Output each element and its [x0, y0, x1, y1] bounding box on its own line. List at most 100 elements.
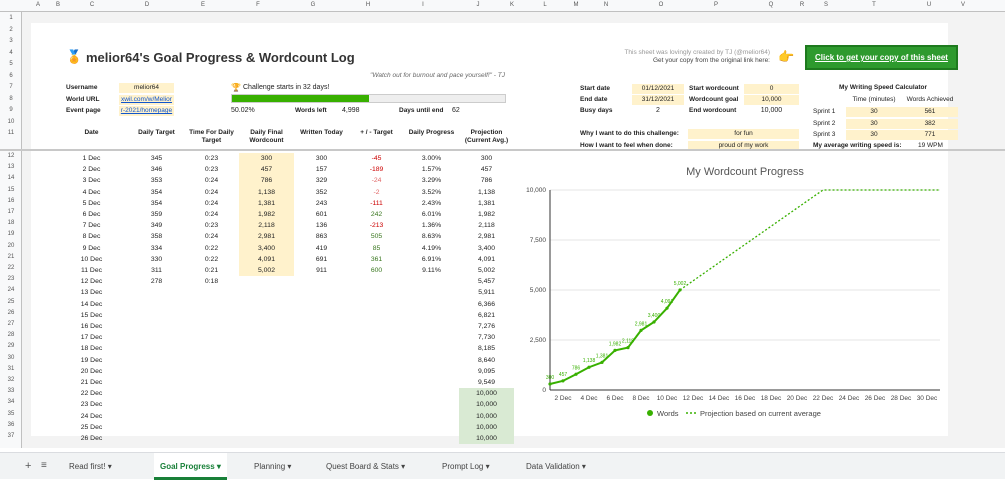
- column-header[interactable]: E: [200, 2, 205, 8]
- table-cell[interactable]: 1,138: [239, 186, 294, 198]
- table-cell[interactable]: -2: [373, 188, 380, 196]
- table-cell[interactable]: 1,138: [477, 188, 495, 196]
- column-header[interactable]: K: [509, 2, 514, 8]
- table-cell[interactable]: 10 Dec: [80, 255, 103, 263]
- row-header[interactable]: 17: [7, 209, 15, 215]
- table-cell[interactable]: 0:24: [204, 188, 219, 196]
- table-cell[interactable]: 26 Dec: [80, 435, 103, 442]
- table-cell[interactable]: 3,400: [477, 244, 495, 252]
- table-cell[interactable]: -111: [370, 199, 383, 207]
- row-header[interactable]: 26: [7, 309, 15, 316]
- row-header[interactable]: 14: [7, 175, 15, 182]
- table-cell[interactable]: 243: [315, 199, 328, 207]
- end-date-cell[interactable]: 31/12/2021: [632, 95, 684, 105]
- table-cell[interactable]: 8.63%: [421, 233, 442, 241]
- table-cell[interactable]: 8,640: [477, 356, 495, 364]
- table-cell[interactable]: 1,982: [477, 211, 495, 218]
- table-cell[interactable]: 5,457: [477, 278, 495, 286]
- start-date-cell[interactable]: 01/12/2021: [632, 84, 684, 94]
- table-cell[interactable]: -24: [371, 177, 382, 185]
- row-header[interactable]: 24: [7, 287, 15, 294]
- row-header[interactable]: 19: [7, 231, 15, 238]
- row-header[interactable]: 9: [9, 107, 13, 113]
- table-cell[interactable]: 10,000: [459, 388, 514, 400]
- data-point[interactable]: [639, 328, 643, 332]
- column-header[interactable]: R: [799, 2, 805, 8]
- row-header[interactable]: 27: [7, 321, 15, 327]
- table-cell[interactable]: 2,118: [478, 222, 495, 230]
- data-point[interactable]: [587, 365, 591, 369]
- table-cell[interactable]: 601: [315, 211, 328, 218]
- table-cell[interactable]: 3 Dec: [82, 177, 101, 185]
- table-cell[interactable]: 1,381: [239, 197, 294, 209]
- table-cell[interactable]: 0:24: [204, 199, 219, 207]
- table-cell[interactable]: 2.43%: [421, 199, 442, 207]
- column-header[interactable]: V: [960, 2, 965, 8]
- row-header[interactable]: 3: [9, 38, 13, 44]
- column-header[interactable]: U: [926, 2, 932, 8]
- table-cell[interactable]: 9 Dec: [82, 244, 101, 252]
- table-cell[interactable]: 25 Dec: [80, 423, 103, 431]
- why-cell[interactable]: for fun: [688, 129, 799, 139]
- table-cell[interactable]: 349: [150, 222, 163, 230]
- column-header[interactable]: D: [144, 2, 150, 8]
- table-cell[interactable]: 20 Dec: [80, 367, 103, 375]
- row-header[interactable]: 1: [9, 15, 13, 21]
- table-cell[interactable]: 17 Dec: [80, 334, 103, 342]
- column-header[interactable]: H: [365, 2, 371, 8]
- table-cell[interactable]: 345: [150, 155, 163, 162]
- table-cell[interactable]: 359: [150, 211, 163, 218]
- table-cell[interactable]: 300: [239, 153, 294, 165]
- table-cell[interactable]: 1 Dec: [82, 155, 101, 162]
- table-cell[interactable]: 1.36%: [421, 222, 442, 230]
- table-cell[interactable]: 354: [150, 188, 163, 196]
- table-cell[interactable]: 5,911: [478, 289, 495, 297]
- table-cell[interactable]: 330: [150, 255, 163, 263]
- table-cell[interactable]: 7 Dec: [82, 222, 101, 230]
- table-cell[interactable]: 0:22: [204, 244, 219, 252]
- calc-sprint-time[interactable]: 30: [846, 107, 902, 117]
- feel-cell[interactable]: proud of my work: [688, 141, 799, 151]
- table-cell[interactable]: 24 Dec: [80, 412, 103, 420]
- row-header[interactable]: 11: [7, 130, 15, 136]
- table-cell[interactable]: 419: [315, 244, 328, 252]
- table-cell[interactable]: 358: [150, 233, 163, 241]
- row-header[interactable]: 23: [7, 276, 15, 283]
- column-header[interactable]: O: [658, 2, 664, 8]
- row-header[interactable]: 12: [7, 153, 15, 159]
- tab-planning[interactable]: Planning ▾: [254, 462, 292, 471]
- table-cell[interactable]: 0:21: [204, 267, 219, 274]
- column-header[interactable]: M: [573, 2, 579, 8]
- row-header[interactable]: 37: [7, 433, 15, 439]
- table-cell[interactable]: 4 Dec: [82, 188, 101, 196]
- row-header[interactable]: 32: [7, 377, 15, 383]
- data-point[interactable]: [574, 372, 578, 376]
- table-cell[interactable]: 7,276: [477, 323, 495, 330]
- column-header[interactable]: C: [89, 2, 95, 8]
- column-header[interactable]: T: [872, 2, 876, 8]
- row-header[interactable]: 21: [7, 253, 15, 260]
- table-cell[interactable]: 1.57%: [421, 166, 442, 174]
- table-cell[interactable]: 6.01%: [421, 211, 442, 218]
- table-cell[interactable]: 10,000: [459, 421, 514, 433]
- row-header[interactable]: 5: [9, 61, 13, 67]
- row-header[interactable]: 10: [7, 118, 15, 125]
- table-cell[interactable]: 3.52%: [421, 188, 442, 196]
- table-cell[interactable]: 10,000: [459, 410, 514, 422]
- column-header[interactable]: L: [543, 2, 547, 8]
- data-point[interactable]: [613, 348, 617, 352]
- row-header[interactable]: 33: [7, 388, 15, 395]
- calc-sprint-words[interactable]: 382: [902, 118, 958, 129]
- table-cell[interactable]: 505: [370, 233, 383, 241]
- column-header[interactable]: J: [476, 2, 480, 8]
- table-cell[interactable]: 353: [150, 177, 163, 185]
- wordcount-goal-cell[interactable]: 10,000: [744, 95, 799, 105]
- data-point[interactable]: [665, 306, 669, 310]
- table-cell[interactable]: 23 Dec: [80, 401, 103, 409]
- row-header[interactable]: 35: [7, 410, 15, 417]
- table-cell[interactable]: 6.91%: [421, 255, 442, 263]
- username-cell[interactable]: melior64: [119, 83, 174, 93]
- table-cell[interactable]: 2,981: [477, 233, 495, 241]
- table-cell[interactable]: -189: [369, 166, 384, 174]
- table-cell[interactable]: 786: [239, 175, 294, 187]
